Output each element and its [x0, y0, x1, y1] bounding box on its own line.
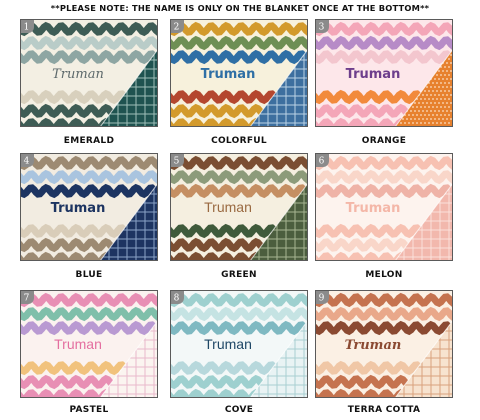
blanket-color-label: COVE [224, 405, 254, 415]
wave-stripe [315, 306, 453, 322]
blanket-name-text: Truman [204, 336, 252, 352]
wave-stripe [20, 155, 158, 171]
blanket-image: Truman 6 [315, 153, 453, 261]
wave-stripe [170, 49, 308, 65]
wave-stripe [20, 169, 158, 185]
blanket-image: Truman 8 [170, 290, 308, 398]
wave-stripe [20, 292, 158, 308]
number-badge [315, 290, 329, 304]
blanket-name-text: Truman [346, 67, 401, 82]
wave-stripe [315, 320, 453, 336]
blanket-card-colorful[interactable]: Truman 2 [170, 19, 308, 127]
blanket-image: Truman 4 [20, 153, 158, 261]
blanket-color-label: GREEN [221, 270, 257, 280]
number-badge [170, 290, 184, 304]
blanket-color-label: BLUE [75, 270, 103, 280]
number-badge [315, 19, 329, 33]
blanket-card-blue[interactable]: Truman 4 [20, 153, 158, 261]
number-badge-text: 7 [24, 294, 30, 304]
wave-stripe [170, 21, 308, 37]
blanket-image: Truman 5 [170, 153, 308, 261]
blanket-name-text: Truman [51, 201, 106, 216]
blanket-color-label: EMERALD [63, 136, 115, 146]
blanket-color-label: TERRA COTTA [347, 405, 421, 415]
blanket-image: Truman 7 [20, 290, 158, 398]
wave-stripe [170, 320, 308, 336]
wave-stripe [315, 35, 453, 51]
blanket-card-green[interactable]: Truman 5 [170, 153, 308, 261]
blanket-image: Truman 1 [20, 19, 158, 127]
wave-stripe [20, 35, 158, 51]
number-badge-text: 8 [174, 294, 180, 304]
blanket-card-terra-cotta[interactable]: Truman 9 [315, 290, 453, 398]
number-badge-text: 4 [24, 157, 30, 167]
blanket-color-label: PASTEL [69, 405, 109, 415]
wave-stripe [170, 169, 308, 185]
wave-stripe [20, 183, 158, 199]
number-badge [20, 153, 34, 167]
wave-stripe [315, 49, 453, 65]
wave-stripe [170, 292, 308, 308]
number-badge [315, 153, 329, 167]
wave-stripe [20, 21, 158, 37]
wave-stripe [170, 183, 308, 199]
wave-stripe [315, 21, 453, 37]
blanket-card-emerald[interactable]: Truman 1 [20, 19, 158, 127]
wave-stripe [315, 292, 453, 308]
number-badge [20, 290, 34, 304]
wave-stripe [170, 155, 308, 171]
wave-stripe [170, 306, 308, 322]
blanket-card-melon[interactable]: Truman 6 [315, 153, 453, 261]
blanket-card-orange[interactable]: Truman 3 [315, 19, 453, 127]
blanket-color-label: COLORFUL [211, 136, 267, 146]
wave-stripe [315, 183, 453, 199]
blanket-image: Truman 9 [315, 290, 453, 398]
notice-banner: **PLEASE NOTE: THE NAME IS ONLY ON THE B… [50, 3, 430, 13]
wave-stripe [20, 306, 158, 322]
number-badge-text: 1 [24, 23, 30, 33]
wave-stripe [20, 49, 158, 65]
blanket-name-text: Truman [204, 199, 252, 215]
blanket-image: Truman 2 [170, 19, 308, 127]
wave-stripe [315, 155, 453, 171]
blanket-name-text: Truman [346, 201, 401, 216]
blanket-image: Truman 3 [315, 19, 453, 127]
wave-stripe [170, 35, 308, 51]
blanket-name-text: Truman [345, 338, 402, 353]
wave-stripe [20, 320, 158, 336]
blanket-name-text: Truman [54, 336, 102, 352]
number-badge [170, 19, 184, 33]
blanket-name-text: Truman [201, 67, 256, 82]
wave-stripe [315, 169, 453, 185]
blanket-color-label: MELON [365, 270, 403, 280]
number-badge [170, 153, 184, 167]
blanket-color-label: ORANGE [361, 136, 407, 146]
number-badge-text: 5 [174, 157, 180, 167]
number-badge [20, 19, 34, 33]
number-badge-text: 2 [174, 23, 180, 33]
blanket-card-pastel[interactable]: Truman 7 [20, 290, 158, 398]
number-badge-text: 6 [319, 157, 325, 167]
blanket-card-cove[interactable]: Truman 8 [170, 290, 308, 398]
number-badge-text: 9 [319, 294, 325, 304]
blanket-name-text: Truman [52, 67, 104, 82]
number-badge-text: 3 [319, 23, 325, 33]
